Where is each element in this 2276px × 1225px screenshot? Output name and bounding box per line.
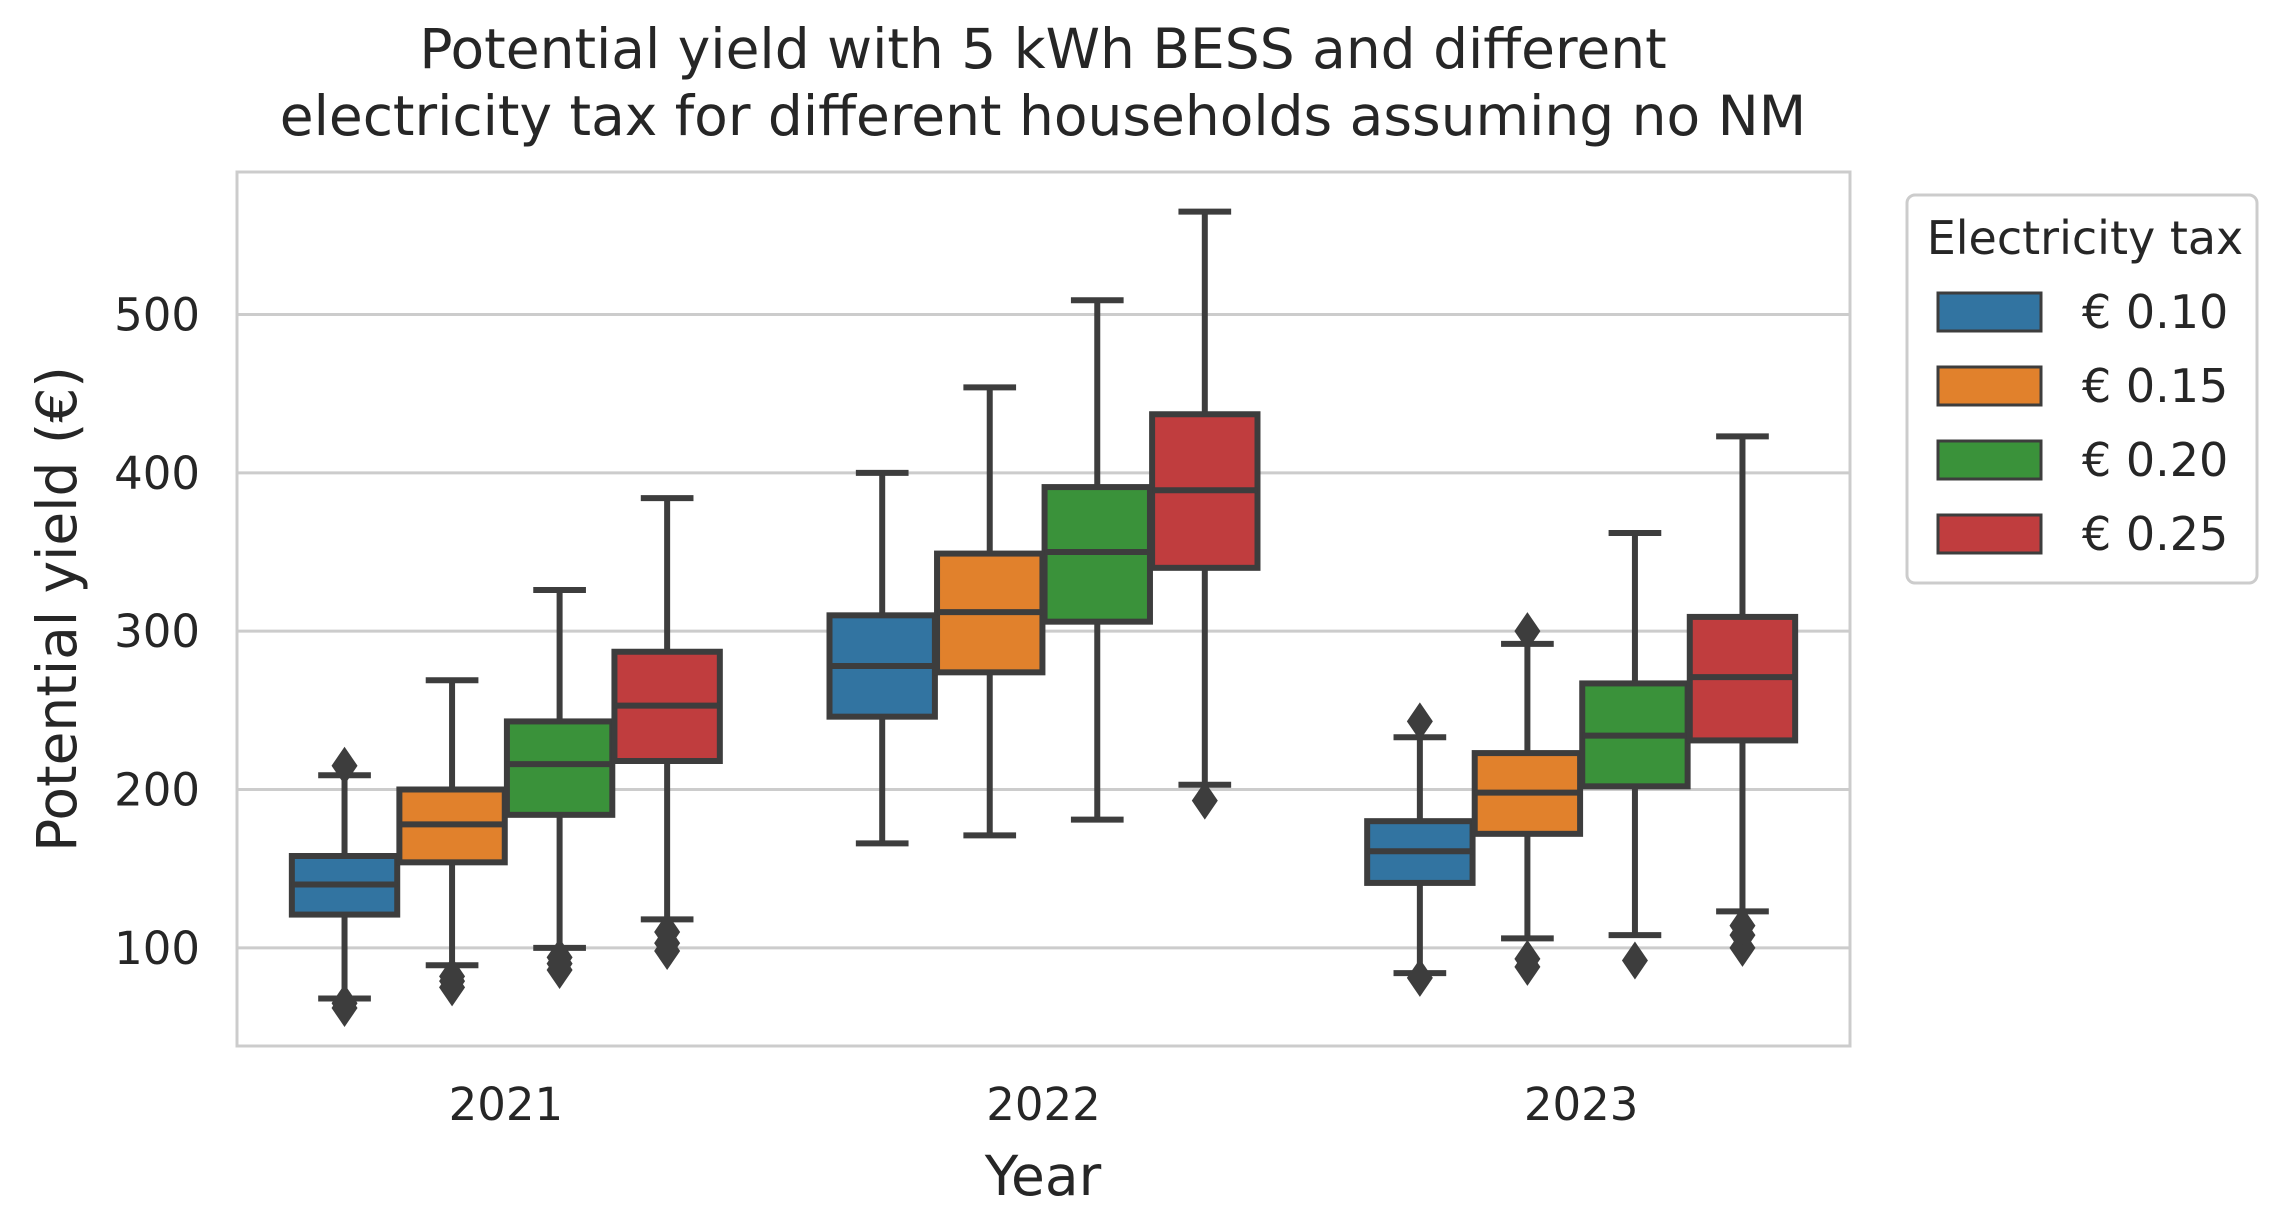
chart-title-line-2: electricity tax for different households… [280,84,1807,148]
series-0-group [288,469,1476,1027]
box-iqr [503,718,616,818]
outlier-point [1191,781,1218,820]
outlier-point [331,746,358,785]
legend-label-0: € 0.10 [2082,285,2228,339]
y-tick-label: 500 [114,289,200,342]
outlier-point [1729,906,1756,945]
y-tick-label: 200 [114,764,200,817]
outlier-point [1621,941,1648,980]
box-2022-series-0 [826,469,938,847]
y-tick-label: 100 [114,922,200,975]
legend-title: Electricity tax [1927,211,2244,265]
series-2-group [503,297,1691,989]
y-axis-label: Potential yield (€) [25,366,89,852]
outlier-point [331,984,358,1023]
box-2023-series-0 [1364,702,1476,997]
legend-label-1: € 0.15 [2082,359,2228,413]
outlier-point [1514,612,1541,651]
box-2023-series-2 [1579,530,1691,980]
box-2021-series-3 [611,495,723,970]
legend-swatch-2 [1936,439,2043,481]
legend-swatch-0 [1936,291,2043,333]
outlier-point [1406,702,1433,741]
y-axis-ticks: 100 200 300 400 500 [114,289,200,975]
box-2023-series-1 [1471,612,1584,986]
outlier-point [546,938,573,977]
legend-label-2: € 0.20 [2082,433,2228,487]
y-tick-label: 400 [114,447,200,500]
box-series-group [288,208,1799,1027]
box-2021-series-2 [503,587,616,989]
x-axis-label: Year [984,1144,1102,1208]
series-1-group [396,384,1584,1007]
legend-label-3: € 0.25 [2082,507,2228,561]
box-2022-series-2 [1041,297,1153,823]
legend-swatch-1 [1936,365,2043,407]
y-tick-label: 300 [114,605,200,658]
outlier-point [1514,939,1541,978]
outlier-point [654,913,681,951]
box-2022-series-3 [1149,208,1261,820]
x-tick-label: 2022 [986,1078,1101,1131]
outlier-point [1406,958,1433,997]
chart-title-line-1: Potential yield with 5 kWh BESS and diff… [419,17,1666,81]
box-2022-series-1 [934,384,1046,839]
box-2023-series-3 [1686,433,1799,967]
x-tick-label: 2021 [449,1078,564,1131]
legend-swatch-3 [1936,513,2043,555]
x-tick-label: 2023 [1524,1078,1639,1131]
outlier-point [439,957,466,996]
legend: Electricity tax € 0.10 € 0.15 € 0.20 € 0.25 [1905,193,2259,585]
box-2021-series-1 [396,677,508,1007]
series-3-group [611,208,1799,970]
x-axis-ticks: 2021 2022 2023 [449,1078,1639,1131]
box-2021-series-0 [288,746,401,1027]
